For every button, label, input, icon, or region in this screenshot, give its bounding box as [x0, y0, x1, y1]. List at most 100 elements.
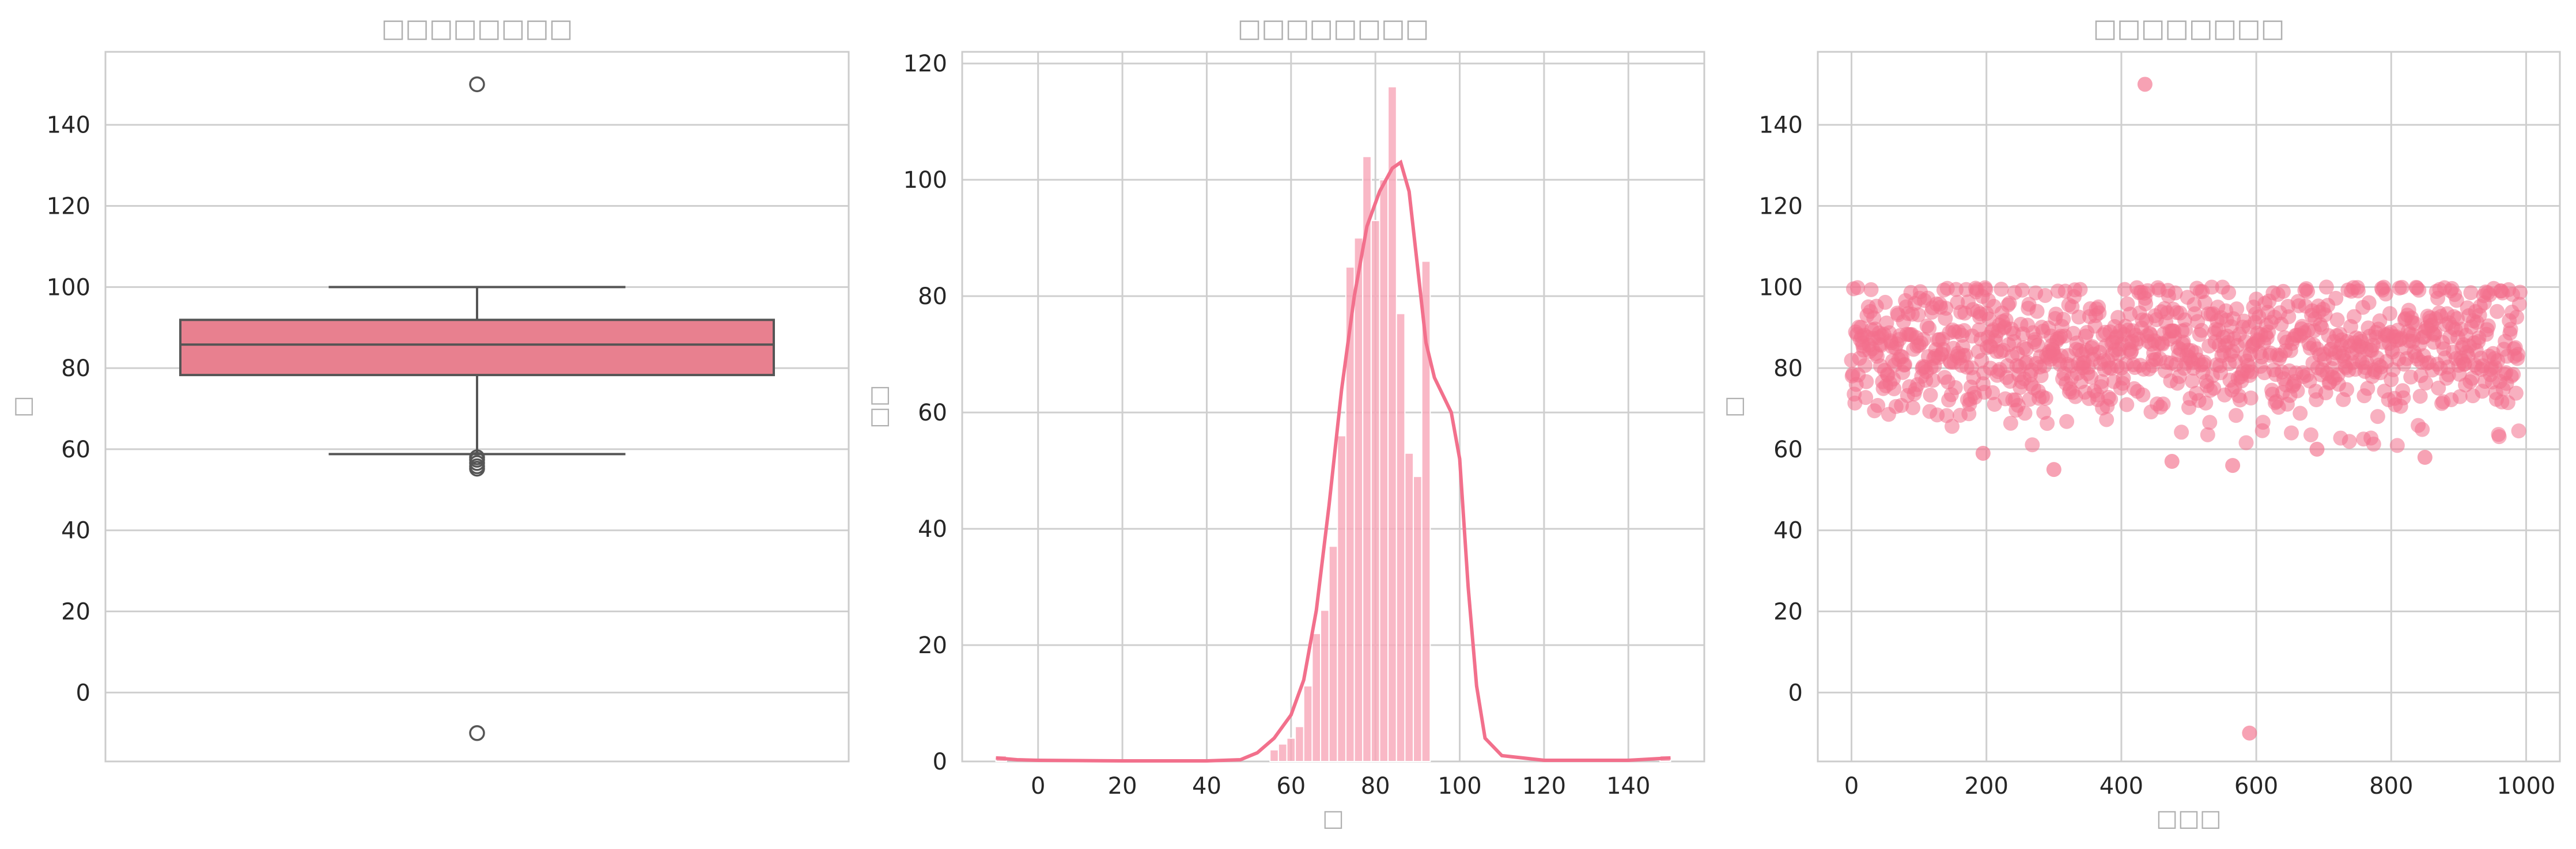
y-tick-label: 140	[47, 112, 90, 139]
scatter-point	[2452, 389, 2468, 404]
scatter-point	[1985, 385, 2000, 400]
plot-frame	[104, 51, 850, 763]
scatter-point	[2318, 279, 2334, 295]
y-tick-label: 60	[918, 400, 947, 426]
y-tick-label: 0	[76, 680, 90, 706]
scatter-point	[2091, 305, 2107, 321]
histogram-bar	[1413, 476, 1423, 762]
scatter-point	[2046, 462, 2061, 477]
y-tick-label: 40	[918, 516, 947, 543]
scatter-point	[2138, 296, 2154, 312]
histogram-bar	[1421, 260, 1431, 763]
scatter-point	[2506, 366, 2521, 382]
scatter-point	[2238, 435, 2254, 450]
chart-title: □□□□□□□□	[2093, 14, 2285, 43]
histogram-bar	[1370, 219, 1380, 762]
histogram-bar	[1303, 685, 1313, 762]
scatter-point	[1947, 380, 1963, 396]
x-tick-label: 0	[1031, 773, 1045, 799]
y-tick-label: 80	[918, 283, 947, 310]
scatter-point	[1857, 358, 1873, 373]
histogram-bar	[1286, 737, 1296, 763]
scatter-point	[2370, 409, 2385, 424]
scatter-point	[2040, 416, 2055, 431]
y-tick-label: 0	[1788, 680, 1803, 706]
outlier-point	[469, 725, 485, 741]
scatter-point	[2014, 282, 2030, 298]
scatter-point	[2415, 422, 2430, 437]
y-tick-label: 60	[1773, 437, 1803, 463]
scatter-point	[2339, 382, 2354, 397]
scatter-point	[2174, 424, 2189, 440]
scatter-point	[2117, 282, 2132, 297]
scatter-point	[2293, 405, 2308, 421]
scatter-point	[2361, 295, 2377, 310]
x-tick-label: 60	[1276, 773, 1306, 799]
scatter-point	[2038, 391, 2053, 406]
scatter-point	[2025, 437, 2040, 453]
x-tick-label: 120	[1522, 773, 1566, 799]
scatter-point	[2366, 437, 2381, 452]
scatter-point	[2242, 725, 2257, 741]
scatter-point	[2116, 370, 2131, 386]
x-tick-label: 80	[1361, 773, 1390, 799]
scatter-point	[2200, 427, 2215, 442]
scatter-point	[1938, 301, 1954, 316]
scatter-point	[2228, 408, 2244, 423]
scatter-point	[2103, 392, 2119, 407]
scatter-point	[2303, 427, 2318, 442]
scatter-point	[2196, 354, 2212, 370]
iqr-box	[179, 319, 775, 377]
scatter-point	[1886, 381, 1902, 397]
x-tick-label: 1000	[2497, 773, 2556, 799]
scatter-point	[2255, 415, 2271, 430]
chart-title: □□□□□□□□	[1238, 14, 1429, 43]
y-tick-label: 100	[903, 167, 947, 194]
histogram-bar	[1353, 237, 1364, 763]
x-tick-label: 800	[2369, 773, 2413, 799]
scatter-point	[2164, 454, 2180, 469]
chart-title: □□□□□□□□	[381, 14, 573, 43]
scatter-point	[2418, 376, 2433, 391]
y-tick-label: 120	[1759, 194, 1803, 220]
x-axis-label: □	[1322, 805, 1344, 832]
x-tick-label: 100	[1438, 773, 1481, 799]
scatter-point	[2059, 414, 2075, 429]
scatter-point	[2491, 429, 2507, 445]
y-tick-label: 0	[933, 749, 947, 775]
y-tick-label: 80	[61, 355, 90, 382]
histogram-bar	[1269, 749, 1279, 762]
scatter-panel: 0 200 400 600 800 1000020406080100120140□□□□□…	[1720, 14, 2561, 832]
y-tick-label: 140	[1759, 112, 1803, 139]
scatter-point	[1878, 294, 1893, 310]
scatter-point	[1926, 373, 1941, 388]
y-tick-label: 20	[918, 632, 947, 659]
scatter-point	[2395, 279, 2410, 295]
histogram-bar	[1320, 609, 1330, 762]
scatter-point	[2449, 293, 2464, 308]
scatter-point	[1850, 280, 1866, 295]
scatter-point	[2360, 381, 2375, 396]
scatter-point	[2229, 301, 2245, 317]
scatter-point	[2350, 283, 2366, 299]
scatter-point	[2509, 309, 2525, 325]
x-tick-label: 400	[2100, 773, 2143, 799]
scatter-point	[2412, 388, 2428, 404]
y-tick-label: 20	[1773, 599, 1803, 626]
scatter-point	[1994, 282, 2009, 297]
histogram-bar	[1328, 545, 1338, 762]
histogram-bar	[1395, 313, 1406, 762]
scatter-point	[2441, 367, 2456, 382]
scatter-point	[2508, 385, 2524, 401]
scatter-point	[2300, 284, 2316, 300]
scatter-point	[2275, 283, 2291, 299]
y-axis-label: □	[9, 396, 36, 418]
histogram-bar	[1337, 435, 1346, 762]
histogram-bar	[1311, 632, 1322, 762]
scatter-point	[2221, 285, 2237, 301]
scatter-point	[2029, 304, 2045, 319]
scatter-point	[2329, 312, 2345, 328]
scatter-point	[2094, 374, 2109, 389]
scatter-point	[2407, 316, 2423, 331]
scatter-point	[2178, 322, 2193, 338]
